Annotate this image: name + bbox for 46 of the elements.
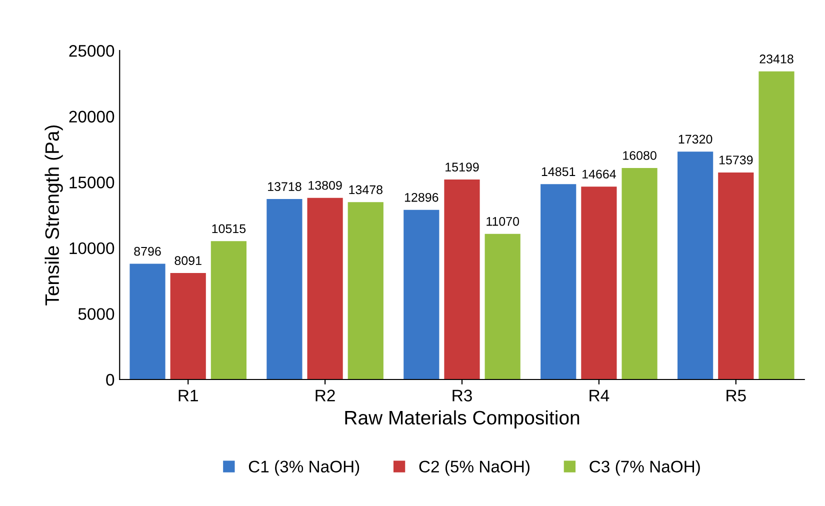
x-tick-label: R1 [178, 390, 198, 402]
x-axis-title: Raw Materials Composition [345, 410, 580, 428]
data-label: 14851 [542, 167, 576, 176]
bar [130, 264, 166, 380]
y-axis-title: Tensile Strength (Pa) [44, 125, 63, 306]
x-tick-label: R2 [316, 390, 335, 402]
y-tick-label: 10000 [70, 242, 114, 254]
data-label: 8796 [134, 246, 161, 256]
bar [266, 199, 302, 380]
legend-label: C1 (3% NaOH) [248, 460, 360, 476]
bar [170, 273, 206, 380]
bar [718, 172, 754, 380]
data-label: 13809 [308, 180, 342, 190]
x-tick-label: R4 [590, 390, 610, 402]
legend-label: C3 (7% NaOH) [590, 460, 700, 476]
bar [484, 234, 520, 380]
bar [307, 198, 343, 380]
y-tick-label: 15000 [70, 176, 114, 188]
data-label: 14664 [582, 170, 616, 179]
data-label: 17320 [678, 134, 712, 144]
bar [758, 71, 794, 380]
y-tick-label: 25000 [69, 45, 114, 57]
data-label: 16080 [623, 151, 656, 160]
bar [540, 184, 576, 380]
y-tick-label: 0 [106, 374, 114, 386]
bar [348, 202, 384, 380]
bar [581, 186, 617, 380]
data-label: 10515 [212, 224, 246, 234]
bar [444, 180, 480, 380]
bar [210, 241, 246, 380]
data-label: 23418 [760, 54, 794, 64]
data-label: 13718 [268, 182, 302, 191]
bar [678, 152, 714, 380]
data-label: 15199 [446, 162, 479, 172]
bar [404, 210, 440, 380]
data-label: 8091 [174, 256, 202, 266]
data-label: 12896 [404, 192, 438, 202]
y-tick-label: 20000 [69, 110, 114, 123]
legend-label: C2 (5% NaOH) [419, 460, 530, 476]
y-tick-label: 5000 [78, 308, 114, 320]
bar [622, 168, 658, 380]
x-tick-label: R5 [726, 390, 746, 402]
data-label: 11070 [486, 216, 520, 226]
data-label: 13478 [349, 185, 382, 194]
data-label: 15739 [719, 156, 753, 164]
x-tick-label: R3 [452, 390, 472, 402]
